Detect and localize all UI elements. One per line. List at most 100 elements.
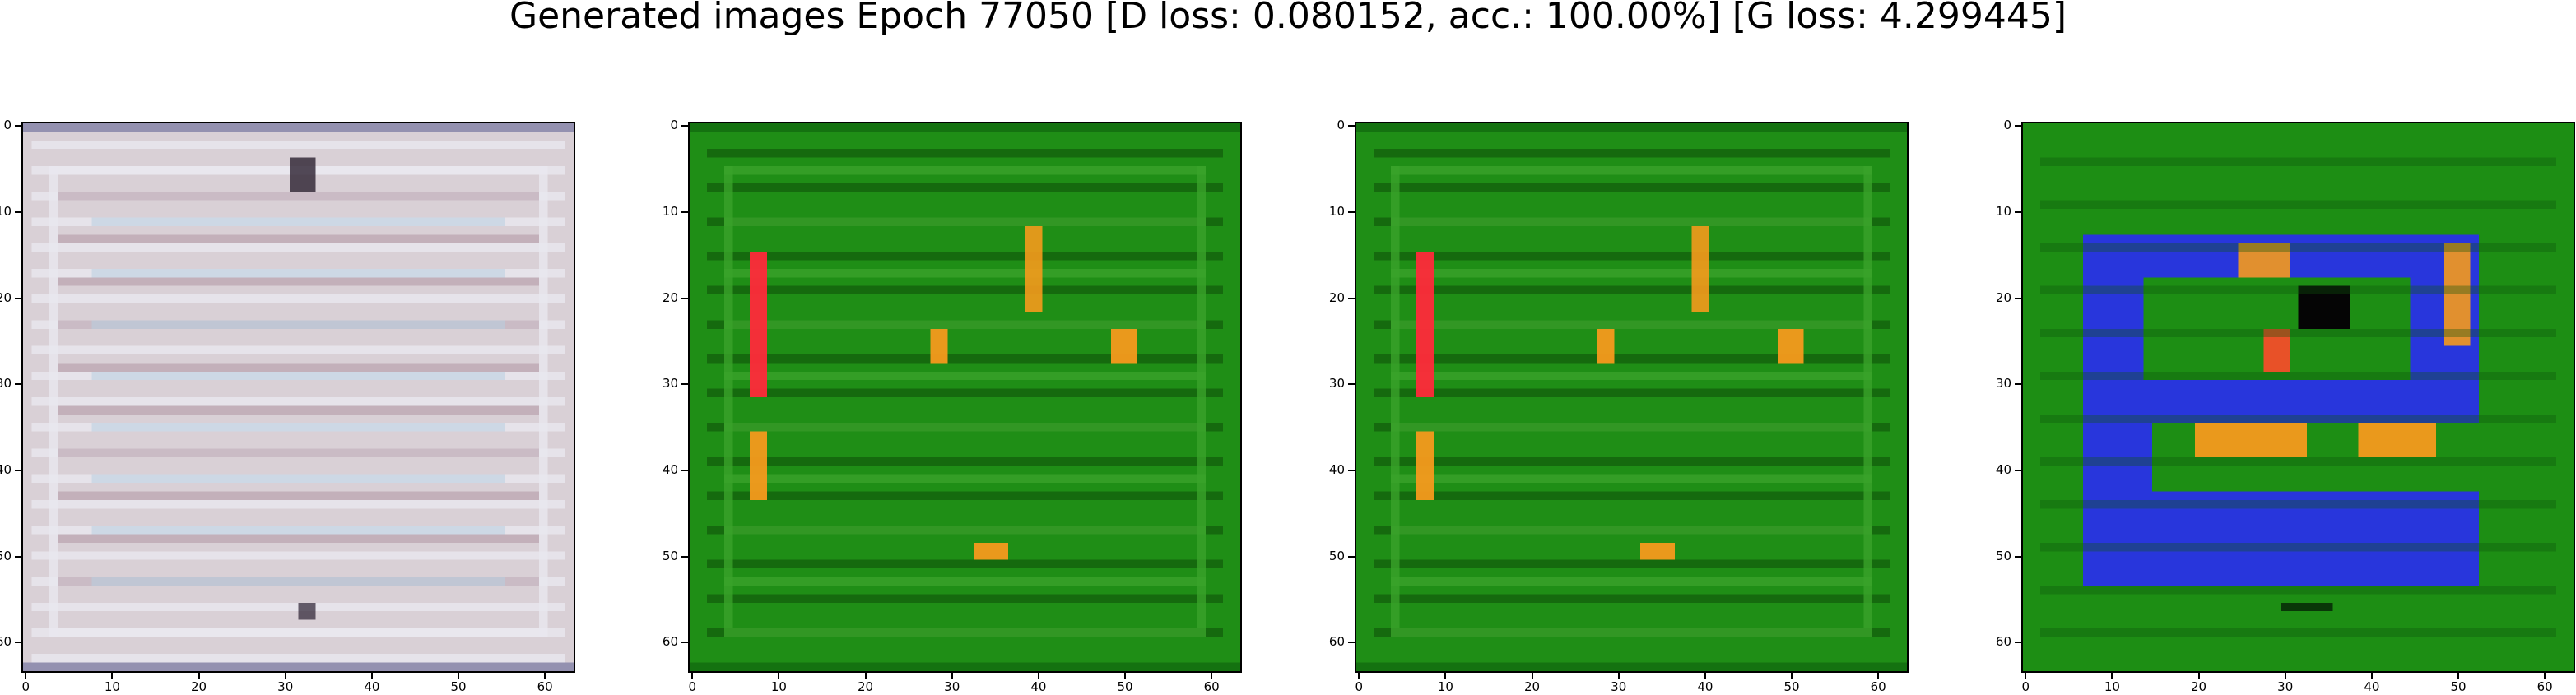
blue-stripe [91,577,505,586]
x-axis-tick-label: 50 [1783,679,1800,694]
outer-frame-line [49,628,548,637]
dark-spot [290,157,316,192]
x-axis-tick-label: 0 [2021,679,2030,694]
dark-stripe [706,456,1224,466]
y-axis-tick-label: 30 [1995,376,2011,392]
generated-image-panel-4: 0 10 20 30 40 50 60 0 10 20 30 40 50 60 [1996,119,2575,693]
y-axis-tick [681,555,688,558]
dark-stripe [1373,559,1890,569]
y-axis-tick-label: 0 [1337,118,1345,133]
x-axis-tick [1877,673,1880,679]
y-axis-tick-label: 40 [1995,461,2011,477]
blue-stripe [91,371,505,381]
red-feature [1416,252,1434,397]
x-axis-tick [2197,673,2200,679]
dark-spot [298,602,316,620]
image-axes-4 [2021,122,2575,673]
light-stripe [31,294,565,303]
bottom-edge [690,662,1240,671]
dark-stripe [706,252,1224,261]
y-axis-tick-label: 50 [1328,548,1345,563]
dark-stripe [2039,456,2557,466]
dark-stripe [2039,414,2557,424]
light-stripe [1390,628,1873,637]
y-axis-tick [15,555,21,558]
blue-stripe [91,474,505,484]
y-axis-tick [681,297,688,299]
x-axis-tick-label: 40 [1697,679,1713,694]
x-axis-tick [544,673,546,679]
y-axis-tick-label: 10 [1995,203,2011,219]
y-axis-tick [1348,297,1355,299]
generated-image-3 [1356,123,1907,671]
muted-stripe [57,491,540,500]
light-stripe [1390,474,1873,484]
y-axis-tick-label: 40 [1328,461,1345,477]
x-axis-tick-label: 30 [2277,679,2294,694]
light-stripe [1390,166,1873,175]
light-stripe [1390,217,1873,226]
x-axis-tick-label: 50 [2450,679,2467,694]
outer-frame-line [49,166,58,637]
y-axis-tick-label: 10 [662,203,678,219]
y-axis-tick-label: 10 [0,203,12,219]
light-stripe [1390,526,1873,535]
x-axis-tick [1617,673,1620,679]
y-axis-tick [2015,125,2021,127]
dark-stripe [1373,252,1890,261]
light-stripe [723,628,1207,637]
x-axis-tick-label: 30 [1611,679,1627,694]
orange-feature [1778,328,1804,364]
light-stripe [31,192,565,201]
y-axis-tick [1348,125,1355,127]
y-axis-tick [681,125,688,127]
x-axis-tick [458,673,460,679]
light-stripe [723,320,1207,329]
orange-feature [1639,542,1675,560]
y-axis-tick [681,383,688,386]
x-axis-tick-label: 60 [1870,679,1886,694]
orange-feature [1691,225,1709,312]
x-axis-tick-label: 10 [104,679,120,694]
light-stripe [31,243,565,253]
x-axis-tick-label: 20 [1524,679,1541,694]
dark-stripe [2039,499,2557,509]
x-axis-tick-label: 10 [1437,679,1453,694]
x-axis-tick [2111,673,2113,679]
dark-stripe [2039,542,2557,552]
y-axis-tick-label: 60 [0,634,12,650]
x-axis-tick [1444,673,1447,679]
image-axes-3 [1355,122,1909,673]
dark-stripe [2039,200,2557,210]
y-axis-tick-label: 20 [0,290,12,305]
orange-feature [973,542,1008,560]
y-axis-tick-label: 30 [0,376,12,392]
dark-stripe [1373,354,1890,364]
x-axis-tick-label: 50 [450,679,467,694]
x-axis-tick-label: 40 [1030,679,1047,694]
dark-stripe [1373,183,1890,192]
y-axis-tick [2015,642,2021,644]
x-axis-tick [2284,673,2286,679]
dark-stripe [706,285,1224,295]
x-axis-tick [864,673,867,679]
image-axes-2 [688,122,1242,673]
orange-feature [2444,243,2471,346]
dark-stripe [706,559,1224,569]
x-axis-tick [1358,673,1360,679]
blue-stripe [91,526,505,535]
muted-stripe [57,192,540,201]
blue-stripe [91,217,505,226]
muted-stripe [57,277,540,286]
y-axis-tick-label: 10 [1328,203,1345,219]
top-edge [690,123,1240,132]
y-axis-tick-label: 30 [1328,376,1345,392]
light-stripe [723,166,1207,175]
x-axis-tick [370,673,373,679]
generated-image-panel-3: 0 10 20 30 40 50 60 0 10 20 30 40 50 60 [1329,119,1909,693]
light-stripe [723,526,1207,535]
outer-frame-line [539,166,548,637]
x-axis-tick [1037,673,1039,679]
x-axis-tick-label: 30 [944,679,960,694]
orange-feature [1025,225,1043,312]
